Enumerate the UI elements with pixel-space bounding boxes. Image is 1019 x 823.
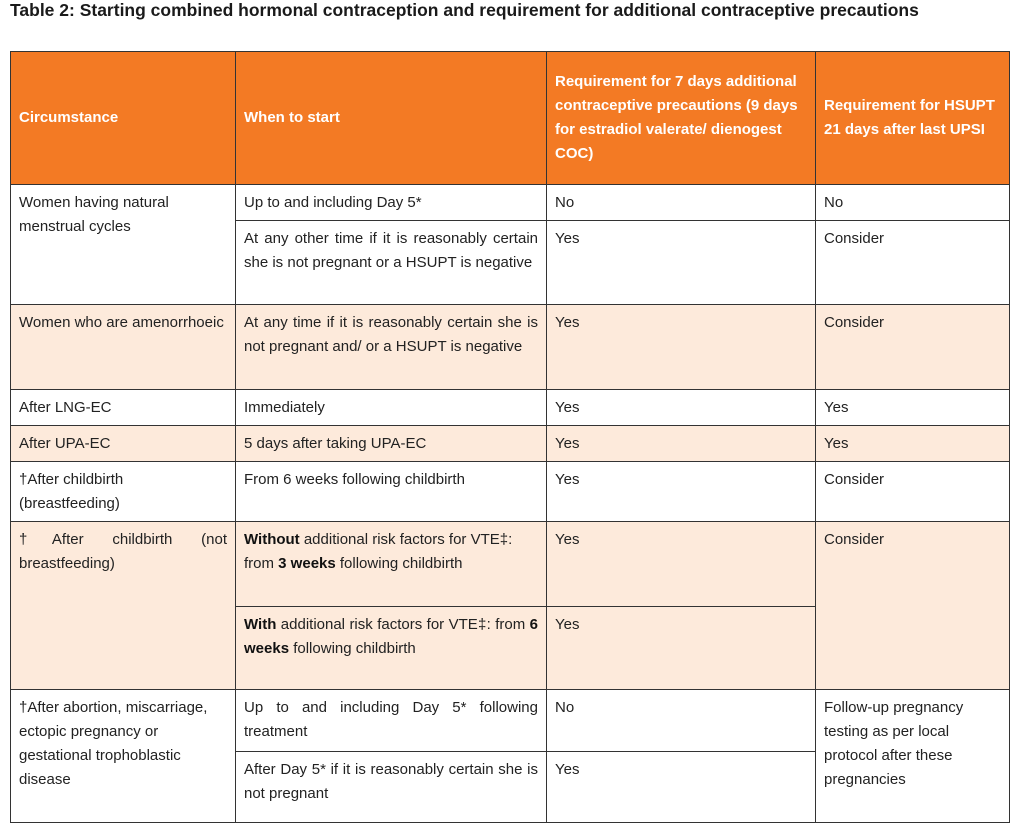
when-text: following childbirth bbox=[336, 555, 463, 572]
header-when-to-start: When to start bbox=[236, 52, 547, 185]
when-cell: 5 days after taking UPA-EC bbox=[236, 426, 547, 462]
circumstance-cell: After UPA-EC bbox=[11, 426, 236, 462]
when-text: additional risk factors for VTE‡: from bbox=[276, 616, 529, 633]
when-cell: From 6 weeks following childbirth bbox=[236, 462, 547, 522]
when-cell: Up to and including Day 5* bbox=[236, 185, 547, 221]
header-precautions: Requirement for 7 days additional contra… bbox=[547, 52, 816, 185]
table-row: After UPA-EC 5 days after taking UPA-EC … bbox=[11, 426, 1010, 462]
precautions-cell: Yes bbox=[547, 221, 816, 305]
when-cell: Immediately bbox=[236, 390, 547, 426]
precautions-cell: Yes bbox=[547, 390, 816, 426]
precautions-cell: Yes bbox=[547, 522, 816, 607]
header-circumstance: Circumstance bbox=[11, 52, 236, 185]
hsupt-cell: Consider bbox=[816, 305, 1010, 390]
hsupt-cell: Consider bbox=[816, 522, 1010, 690]
circumstance-cell: †After childbirth (breastfeeding) bbox=[11, 462, 236, 522]
precautions-cell: Yes bbox=[547, 305, 816, 390]
hsupt-cell: Consider bbox=[816, 462, 1010, 522]
hsupt-cell: Follow-up pregnancy testing as per local… bbox=[816, 690, 1010, 823]
precautions-cell: No bbox=[547, 185, 816, 221]
when-text: following childbirth bbox=[289, 640, 416, 657]
circumstance-cell: †After abortion, miscarriage, ectopic pr… bbox=[11, 690, 236, 823]
when-cell: Without additional risk factors for VTE‡… bbox=[236, 522, 547, 607]
hsupt-cell: Consider bbox=[816, 221, 1010, 305]
circumstance-cell: Women having natural menstrual cycles bbox=[11, 185, 236, 305]
precautions-cell: Yes bbox=[547, 462, 816, 522]
circumstance-cell: †After childbirth (not breastfeeding) bbox=[11, 522, 236, 690]
table-row: After LNG-EC Immediately Yes Yes bbox=[11, 390, 1010, 426]
precautions-cell: No bbox=[547, 690, 816, 752]
header-hsupt: Requirement for HSUPT 21 days after last… bbox=[816, 52, 1010, 185]
table-row: Women having natural menstrual cycles Up… bbox=[11, 185, 1010, 221]
table-row: †After childbirth (breastfeeding) From 6… bbox=[11, 462, 1010, 522]
hsupt-cell: Yes bbox=[816, 426, 1010, 462]
when-cell: After Day 5* if it is reasonably certain… bbox=[236, 752, 547, 823]
when-cell: Up to and including Day 5* following tre… bbox=[236, 690, 547, 752]
contraception-table: Circumstance When to start Requirement f… bbox=[10, 51, 1010, 823]
when-cell: With additional risk factors for VTE‡: f… bbox=[236, 607, 547, 690]
table-title: Table 2: Starting combined hormonal cont… bbox=[10, 0, 1010, 21]
when-cell: At any other time if it is reasonably ce… bbox=[236, 221, 547, 305]
precautions-cell: Yes bbox=[547, 752, 816, 823]
when-bold: Without bbox=[244, 531, 300, 548]
circumstance-cell: After LNG-EC bbox=[11, 390, 236, 426]
circumstance-cell: Women who are amenorrhoeic bbox=[11, 305, 236, 390]
when-cell: At any time if it is reasonably certain … bbox=[236, 305, 547, 390]
precautions-cell: Yes bbox=[547, 607, 816, 690]
table-row: †After abortion, miscarriage, ectopic pr… bbox=[11, 690, 1010, 752]
table-row: †After childbirth (not breastfeeding) Wi… bbox=[11, 522, 1010, 607]
hsupt-cell: Yes bbox=[816, 390, 1010, 426]
header-row: Circumstance When to start Requirement f… bbox=[11, 52, 1010, 185]
hsupt-cell: No bbox=[816, 185, 1010, 221]
table-row: Women who are amenorrhoeic At any time i… bbox=[11, 305, 1010, 390]
when-bold: 3 weeks bbox=[278, 555, 336, 572]
when-bold: With bbox=[244, 616, 276, 633]
precautions-cell: Yes bbox=[547, 426, 816, 462]
